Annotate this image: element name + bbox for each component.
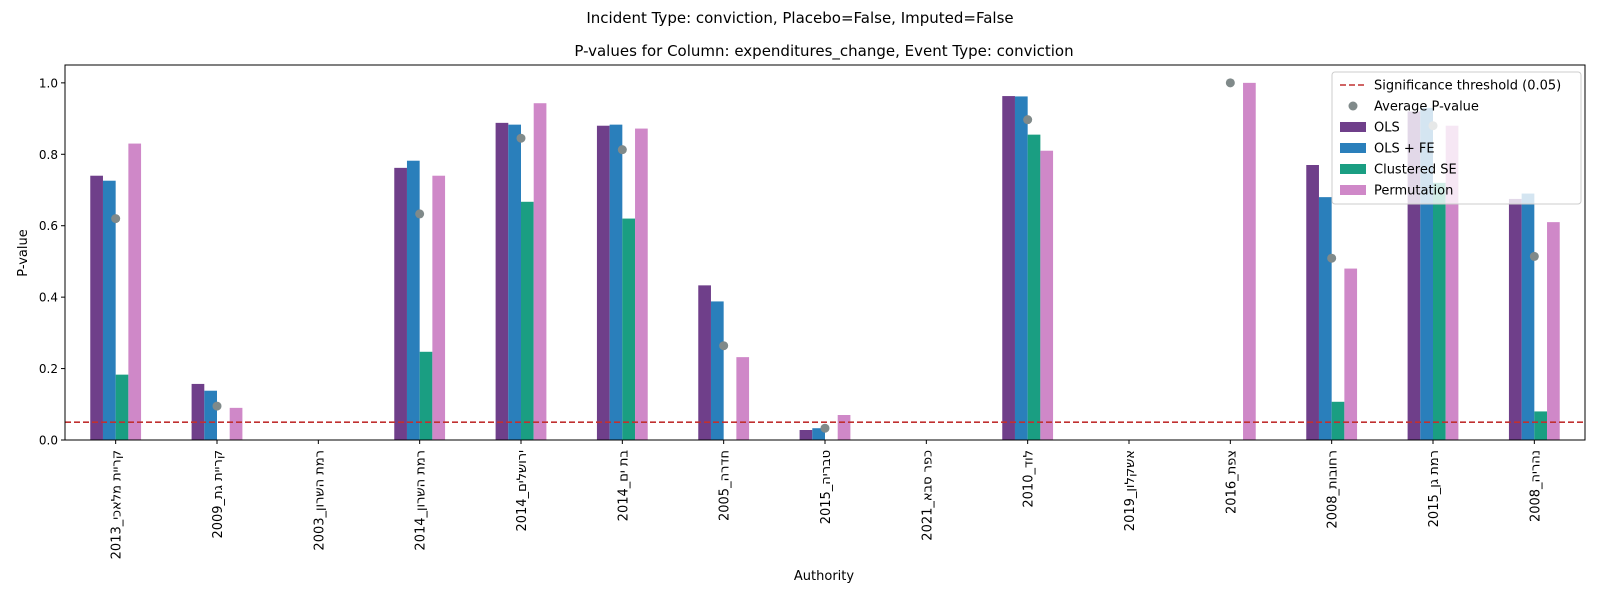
x-axis-label: Authority: [794, 569, 854, 584]
average-point: [1225, 78, 1235, 88]
legend-label: OLS + FE: [1374, 142, 1435, 157]
bar: [698, 285, 711, 440]
average-point: [212, 401, 222, 411]
bar: [533, 103, 547, 440]
bar: [837, 415, 851, 440]
x-tick-label: רמת השרון_2003: [312, 450, 327, 551]
legend-series-swatch: [1340, 164, 1366, 174]
x-tick-label: נהריה_2008: [1528, 450, 1543, 522]
bar: [1014, 96, 1028, 440]
bar: [508, 124, 521, 441]
bar: [1331, 401, 1345, 440]
bar: [128, 143, 142, 441]
average-point: [1327, 253, 1337, 263]
bar: [432, 175, 446, 440]
x-tick-label: כפר סבא_2021: [920, 450, 935, 541]
chart-title: P-values for Column: expenditures_change…: [574, 42, 1073, 61]
bar: [229, 407, 243, 440]
bar: [1521, 193, 1535, 440]
bar: [596, 125, 610, 440]
bar: [1433, 182, 1446, 440]
x-tick-label: אשקלון_2019: [1123, 450, 1138, 531]
bar: [115, 374, 129, 440]
legend-box: [1331, 71, 1582, 205]
legend-label: OLS: [1374, 121, 1400, 136]
bar: [191, 383, 205, 440]
y-tick-label: 0.6: [39, 219, 58, 233]
average-point: [516, 133, 526, 143]
legend-series-swatch: [1340, 122, 1366, 132]
bar: [1318, 197, 1332, 440]
bar: [736, 357, 750, 440]
bar: [204, 390, 217, 440]
average-point: [617, 145, 627, 155]
x-tick-label: בת ים_2014: [616, 450, 631, 521]
x-tick-label: קריית מלאכי_2013: [110, 450, 125, 559]
x-tick-label: טבריה_2015: [819, 450, 834, 524]
legend-series-swatch: [1340, 185, 1366, 195]
bar: [394, 167, 407, 440]
x-tick-label: צפת_2016: [1224, 450, 1239, 514]
y-tick-label: 1.0: [39, 76, 58, 90]
bar: [609, 124, 623, 441]
legend-label: Significance threshold (0.05): [1374, 79, 1561, 94]
x-tick-label: לוד_2010: [1022, 450, 1037, 508]
x-tick-label: חדרה_2005: [718, 450, 733, 521]
y-tick-label: 0.2: [39, 362, 58, 376]
bar: [1344, 268, 1358, 440]
bar: [1040, 150, 1054, 440]
bar: [799, 430, 813, 440]
bar: [710, 301, 724, 440]
figure-title: Incident Type: conviction, Placebo=False…: [586, 9, 1013, 27]
bar: [102, 180, 116, 440]
legend-label: Clustered SE: [1374, 163, 1457, 178]
bar: [635, 128, 648, 441]
legend-series-swatch: [1340, 143, 1366, 153]
legend-label: Average P-value: [1374, 100, 1479, 115]
bar: [1002, 96, 1015, 441]
bar: [406, 160, 420, 440]
bar: [521, 201, 534, 440]
average-point: [415, 209, 425, 219]
x-tick-label: ירושלים_2014: [515, 450, 530, 532]
x-tick-label: רמת גן_2015: [1427, 450, 1442, 527]
bar: [90, 175, 103, 440]
average-point: [820, 423, 830, 433]
bar: [1508, 198, 1522, 440]
bar: [1547, 222, 1560, 440]
bar: [495, 122, 509, 440]
bar: [1027, 134, 1041, 440]
x-tick-label: רחובות_2008: [1326, 450, 1341, 529]
average-point: [111, 214, 121, 224]
bar: [1243, 82, 1256, 440]
x-tick-label: קריית גת_2009: [211, 450, 226, 539]
bar: [622, 218, 636, 440]
bar: [1534, 411, 1548, 440]
y-tick-label: 0.8: [39, 148, 58, 162]
x-tick-label: רמת השרון_2014: [414, 450, 429, 551]
average-point: [719, 341, 729, 351]
y-tick-label: 0.0: [39, 434, 58, 448]
y-axis-label: P-value: [16, 229, 31, 276]
legend-label: Permutation: [1374, 184, 1453, 199]
average-point: [1023, 115, 1033, 125]
bar: [812, 428, 825, 440]
legend-average-swatch: [1348, 101, 1358, 111]
legend: Significance threshold (0.05) Average P-v…: [1331, 71, 1582, 205]
plot-area: 0.0 0.2 0.4 0.6 0.8 1.0 קריית מלאכי_2013 קריית …: [39, 64, 1586, 559]
average-point: [1529, 251, 1539, 261]
bar: [419, 351, 433, 440]
bar: [1306, 165, 1319, 440]
y-tick-label: 0.4: [39, 291, 58, 305]
